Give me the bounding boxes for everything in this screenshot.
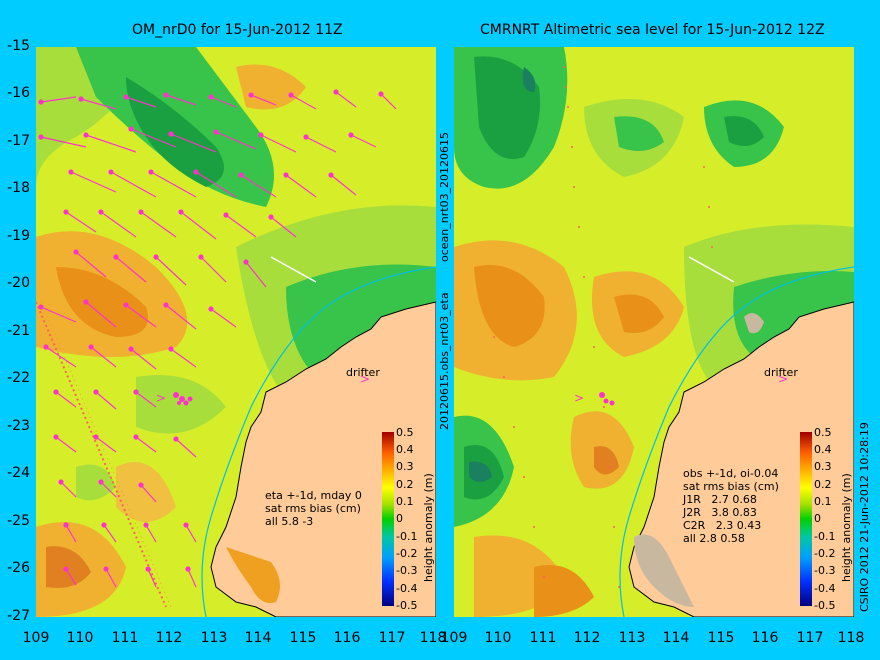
x-tick-label: 110 bbox=[484, 630, 512, 646]
left-annotation: eta +-1d, mday 0 sat rms bias (cm) all 5… bbox=[265, 489, 362, 528]
x-tick-label: 111 bbox=[529, 630, 557, 646]
x-tick-label: 110 bbox=[66, 630, 94, 646]
colorbar-tick: -0.4 bbox=[396, 582, 418, 595]
svg-text:>: > bbox=[156, 391, 166, 405]
x-tick-label: 117 bbox=[378, 630, 406, 646]
y-tick-label: -27 bbox=[7, 608, 30, 624]
colorbar-tick: 0.3 bbox=[396, 460, 414, 473]
colorbar-tick: 0.2 bbox=[396, 478, 414, 491]
colorbar-tick: -0.5 bbox=[814, 599, 836, 612]
annotation-line: eta +-1d, mday 0 bbox=[265, 489, 362, 502]
annotation-line: C2R 2.3 0.43 bbox=[683, 519, 762, 532]
x-tick-label: 114 bbox=[244, 630, 272, 646]
x-tick-label: 111 bbox=[111, 630, 139, 646]
x-tick-label: 117 bbox=[796, 630, 824, 646]
colorbar-tick: -0.3 bbox=[396, 564, 418, 577]
left-colorbar bbox=[382, 432, 394, 606]
annotation-line: sat rms bias (cm) bbox=[683, 480, 779, 493]
x-tick-label: 109 bbox=[22, 630, 50, 646]
annotation-line: J1R 2.7 0.68 bbox=[683, 493, 757, 506]
y-tick-label: -22 bbox=[7, 370, 30, 386]
right-map-panel: > > bbox=[454, 47, 854, 617]
right-colorbar-title: height anomaly (m) bbox=[840, 473, 853, 582]
colorbar-tick: 0 bbox=[814, 512, 821, 525]
right-map-canvas: > > bbox=[454, 47, 854, 617]
x-tick-label: 115 bbox=[707, 630, 735, 646]
colorbar-tick: -0.3 bbox=[814, 564, 836, 577]
run-id-label: ocean_nrt03_20120615 bbox=[438, 131, 451, 262]
left-colorbar-title: height anomaly (m) bbox=[422, 473, 435, 582]
y-tick-label: -26 bbox=[7, 560, 30, 576]
y-tick-label: -21 bbox=[7, 323, 30, 339]
colorbar-tick: 0.4 bbox=[814, 443, 832, 456]
x-tick-label: 114 bbox=[662, 630, 690, 646]
left-drifter-label: drifter bbox=[346, 366, 380, 379]
colorbar-tick: -0.2 bbox=[396, 547, 418, 560]
x-tick-label: 112 bbox=[155, 630, 183, 646]
colorbar-tick: 0.1 bbox=[814, 495, 832, 508]
x-tick-label: 115 bbox=[289, 630, 317, 646]
left-map-title: OM_nrD0 for 15-Jun-2012 11Z bbox=[132, 22, 343, 38]
annotation-line: obs +-1d, oi-0.04 bbox=[683, 467, 779, 480]
y-tick-label: -16 bbox=[7, 85, 30, 101]
y-tick-label: -18 bbox=[7, 180, 30, 196]
colorbar-tick: 0.5 bbox=[396, 426, 414, 439]
svg-text:>: > bbox=[574, 391, 584, 405]
annotation-line: all 5.8 -3 bbox=[265, 515, 314, 528]
right-map-title: CMRNRT Altimetric sea level for 15-Jun-2… bbox=[480, 22, 825, 38]
y-tick-label: -25 bbox=[7, 513, 30, 529]
x-tick-label: 112 bbox=[573, 630, 601, 646]
svg-text:>: > bbox=[360, 372, 370, 386]
x-tick-label: 118 bbox=[419, 630, 447, 646]
annotation-line: sat rms bias (cm) bbox=[265, 502, 361, 515]
y-tick-label: -15 bbox=[7, 38, 30, 54]
right-drifter-label: drifter bbox=[764, 366, 798, 379]
x-tick-label: 109 bbox=[440, 630, 468, 646]
annotation-line: J2R 3.8 0.83 bbox=[683, 506, 757, 519]
colorbar-tick: -0.5 bbox=[396, 599, 418, 612]
left-map-canvas: > > bbox=[36, 47, 436, 617]
colorbar-tick: 0.1 bbox=[396, 495, 414, 508]
y-tick-label: -24 bbox=[7, 465, 30, 481]
colorbar-tick: 0.3 bbox=[814, 460, 832, 473]
y-tick-label: -23 bbox=[7, 418, 30, 434]
colorbar-tick: 0.5 bbox=[814, 426, 832, 439]
x-tick-label: 118 bbox=[837, 630, 865, 646]
svg-text:>: > bbox=[778, 372, 788, 386]
colorbar-tick: 0 bbox=[396, 512, 403, 525]
credit-label: CSIRO 2012 21-Jun-2012 10:28:19 bbox=[858, 422, 871, 612]
colorbar-tick: 0.2 bbox=[814, 478, 832, 491]
colorbar-tick: 0.4 bbox=[396, 443, 414, 456]
colorbar-tick: -0.2 bbox=[814, 547, 836, 560]
colorbar-tick: -0.4 bbox=[814, 582, 836, 595]
left-map-panel: > > bbox=[36, 47, 436, 617]
right-annotation: obs +-1d, oi-0.04 sat rms bias (cm) J1R … bbox=[683, 467, 779, 545]
y-tick-label: -20 bbox=[7, 275, 30, 291]
colorbar-tick: -0.1 bbox=[814, 530, 836, 543]
x-tick-label: 116 bbox=[751, 630, 779, 646]
right-colorbar bbox=[800, 432, 812, 606]
y-tick-label: -17 bbox=[7, 133, 30, 149]
x-tick-label: 113 bbox=[200, 630, 228, 646]
obs-file-label: 20120615.obs_nrt03_eta bbox=[438, 292, 451, 430]
colorbar-tick: -0.1 bbox=[396, 530, 418, 543]
x-tick-label: 113 bbox=[618, 630, 646, 646]
y-tick-label: -19 bbox=[7, 228, 30, 244]
annotation-line: all 2.8 0.58 bbox=[683, 532, 745, 545]
x-tick-label: 116 bbox=[333, 630, 361, 646]
